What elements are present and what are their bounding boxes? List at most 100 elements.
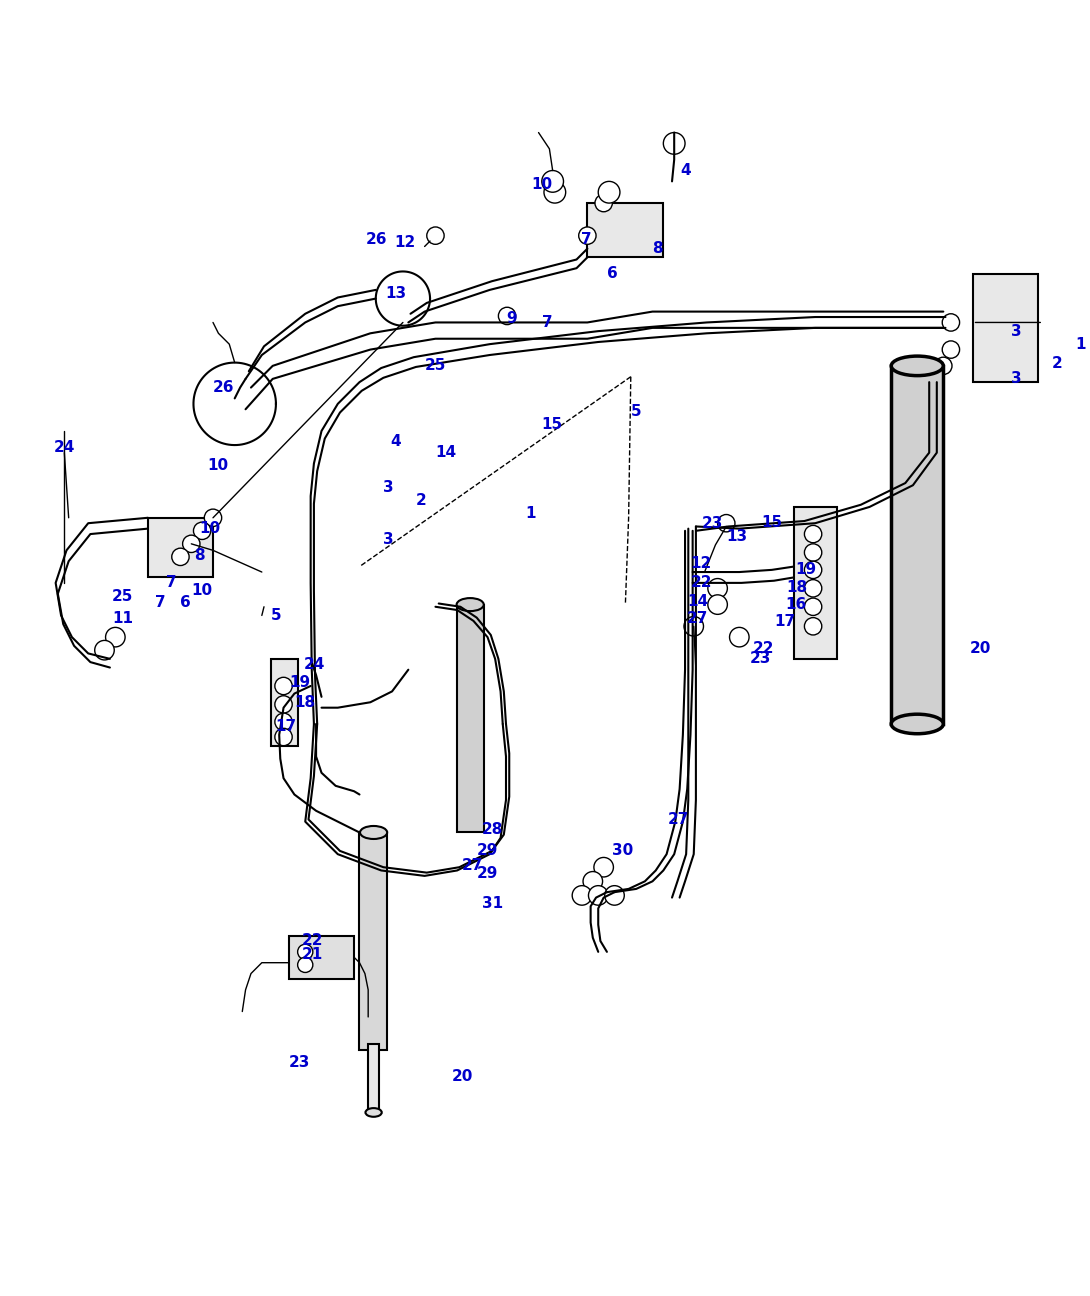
Text: 18: 18 bbox=[786, 579, 807, 595]
Circle shape bbox=[275, 713, 292, 731]
Text: 9: 9 bbox=[506, 311, 517, 325]
Bar bbox=[289, 936, 354, 978]
Ellipse shape bbox=[457, 597, 484, 612]
Text: 4: 4 bbox=[681, 163, 691, 178]
Text: 10: 10 bbox=[207, 459, 229, 473]
Ellipse shape bbox=[892, 356, 943, 376]
Text: 17: 17 bbox=[774, 614, 795, 630]
Text: 10: 10 bbox=[191, 583, 213, 597]
Text: 16: 16 bbox=[785, 597, 807, 612]
Circle shape bbox=[275, 678, 292, 695]
Text: 19: 19 bbox=[796, 562, 816, 577]
Circle shape bbox=[804, 597, 822, 616]
Ellipse shape bbox=[892, 714, 943, 734]
Text: 8: 8 bbox=[194, 548, 205, 564]
Circle shape bbox=[804, 544, 822, 561]
Text: 3: 3 bbox=[1010, 324, 1021, 338]
Circle shape bbox=[683, 617, 703, 636]
Text: 7: 7 bbox=[581, 232, 592, 248]
Circle shape bbox=[95, 640, 114, 660]
Circle shape bbox=[729, 627, 749, 647]
Circle shape bbox=[583, 871, 603, 892]
Text: 31: 31 bbox=[482, 896, 504, 911]
Text: 10: 10 bbox=[531, 178, 552, 192]
Text: 14: 14 bbox=[687, 594, 709, 609]
Circle shape bbox=[298, 945, 313, 959]
Circle shape bbox=[498, 307, 516, 324]
Bar bbox=[360, 832, 387, 1050]
Text: 4: 4 bbox=[390, 434, 400, 450]
Text: 17: 17 bbox=[275, 719, 296, 734]
Text: 12: 12 bbox=[690, 556, 712, 570]
Circle shape bbox=[298, 958, 313, 972]
Text: 6: 6 bbox=[607, 266, 618, 281]
Text: 22: 22 bbox=[752, 640, 774, 656]
Text: 11: 11 bbox=[112, 612, 133, 626]
Text: 30: 30 bbox=[613, 844, 633, 858]
Text: 15: 15 bbox=[542, 417, 562, 432]
Text: 25: 25 bbox=[112, 590, 133, 604]
Circle shape bbox=[707, 595, 727, 614]
Text: 13: 13 bbox=[726, 529, 748, 544]
Text: 21: 21 bbox=[302, 946, 324, 962]
Text: 10: 10 bbox=[198, 521, 220, 537]
Bar bbox=[892, 365, 943, 724]
Text: 3: 3 bbox=[384, 531, 393, 547]
Text: 7: 7 bbox=[156, 595, 166, 610]
Text: 6: 6 bbox=[181, 595, 191, 610]
Circle shape bbox=[942, 314, 959, 332]
Bar bbox=[588, 203, 664, 258]
Circle shape bbox=[605, 885, 625, 905]
Circle shape bbox=[172, 548, 190, 565]
Circle shape bbox=[427, 227, 444, 245]
Circle shape bbox=[664, 132, 685, 154]
Circle shape bbox=[193, 522, 210, 539]
Text: 13: 13 bbox=[386, 285, 407, 301]
Circle shape bbox=[598, 181, 620, 203]
Text: 20: 20 bbox=[451, 1069, 473, 1085]
Bar bbox=[457, 605, 484, 832]
Circle shape bbox=[106, 627, 125, 647]
Circle shape bbox=[595, 194, 613, 211]
Text: 5: 5 bbox=[270, 608, 281, 623]
Text: 26: 26 bbox=[213, 380, 234, 395]
Bar bbox=[368, 1045, 379, 1115]
Text: 12: 12 bbox=[395, 235, 415, 250]
Text: 3: 3 bbox=[1010, 372, 1021, 386]
Circle shape bbox=[589, 885, 608, 905]
Text: 22: 22 bbox=[302, 933, 324, 949]
Circle shape bbox=[542, 171, 564, 192]
Text: 25: 25 bbox=[425, 359, 446, 373]
Text: 14: 14 bbox=[436, 445, 457, 460]
Circle shape bbox=[275, 696, 292, 713]
Text: 2: 2 bbox=[416, 492, 426, 508]
Bar bbox=[794, 507, 837, 658]
Circle shape bbox=[572, 885, 592, 905]
Circle shape bbox=[804, 579, 822, 597]
Circle shape bbox=[579, 227, 596, 245]
Circle shape bbox=[717, 515, 735, 531]
Text: 29: 29 bbox=[476, 866, 498, 881]
Text: 7: 7 bbox=[542, 315, 553, 330]
Circle shape bbox=[544, 181, 566, 203]
Circle shape bbox=[594, 858, 614, 877]
Text: 20: 20 bbox=[969, 640, 991, 656]
Text: 28: 28 bbox=[482, 822, 504, 837]
Circle shape bbox=[934, 358, 952, 375]
Text: 22: 22 bbox=[690, 575, 712, 591]
Text: 23: 23 bbox=[701, 516, 723, 530]
Text: 24: 24 bbox=[304, 657, 326, 671]
Bar bbox=[148, 518, 213, 578]
Circle shape bbox=[204, 509, 221, 526]
Circle shape bbox=[275, 728, 292, 745]
Bar bbox=[972, 273, 1038, 382]
Circle shape bbox=[804, 525, 822, 543]
Ellipse shape bbox=[360, 826, 387, 839]
Text: 8: 8 bbox=[653, 241, 663, 257]
Text: 2: 2 bbox=[1052, 356, 1063, 371]
Text: 23: 23 bbox=[289, 1055, 311, 1070]
Circle shape bbox=[804, 561, 822, 578]
Circle shape bbox=[942, 341, 959, 358]
Text: 5: 5 bbox=[631, 404, 641, 419]
Bar bbox=[270, 658, 298, 745]
